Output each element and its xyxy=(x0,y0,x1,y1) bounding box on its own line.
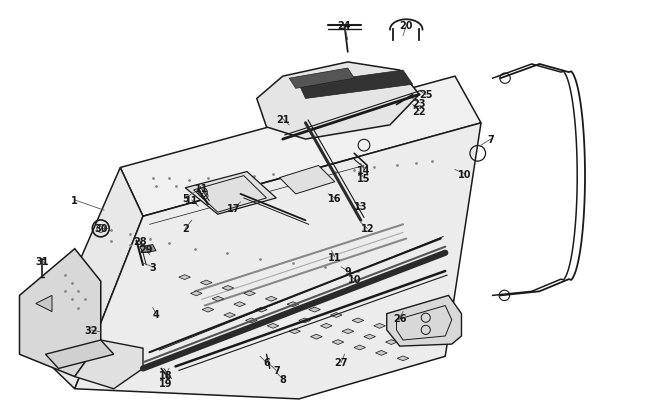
Polygon shape xyxy=(352,318,364,323)
Polygon shape xyxy=(212,296,224,301)
Polygon shape xyxy=(376,351,387,356)
Polygon shape xyxy=(257,63,419,140)
Text: 6: 6 xyxy=(263,358,270,367)
Text: 10: 10 xyxy=(348,275,361,284)
Text: 16: 16 xyxy=(328,194,341,203)
Text: 13: 13 xyxy=(354,202,367,211)
Polygon shape xyxy=(234,302,246,307)
Polygon shape xyxy=(46,340,114,369)
Polygon shape xyxy=(36,296,52,312)
Text: 26: 26 xyxy=(393,313,406,323)
Text: 1: 1 xyxy=(72,196,78,205)
Polygon shape xyxy=(299,318,311,323)
Text: 21: 21 xyxy=(276,115,289,124)
Polygon shape xyxy=(397,356,409,361)
Text: 12: 12 xyxy=(361,224,374,234)
Polygon shape xyxy=(309,307,320,312)
Polygon shape xyxy=(255,307,267,312)
Polygon shape xyxy=(289,329,300,334)
Text: 30: 30 xyxy=(94,224,107,234)
Text: 28: 28 xyxy=(133,236,146,246)
Polygon shape xyxy=(190,291,202,296)
Polygon shape xyxy=(200,280,212,285)
Text: 11: 11 xyxy=(185,196,198,205)
Text: 32: 32 xyxy=(84,325,98,335)
Polygon shape xyxy=(75,340,143,389)
Text: 25: 25 xyxy=(419,90,432,100)
Text: 7: 7 xyxy=(488,135,494,145)
Text: 24: 24 xyxy=(338,21,351,31)
Text: 5: 5 xyxy=(182,194,188,203)
Polygon shape xyxy=(267,324,279,328)
Text: 29: 29 xyxy=(140,244,153,254)
Text: 14: 14 xyxy=(358,165,370,175)
Text: 11: 11 xyxy=(328,252,341,262)
Text: 2: 2 xyxy=(182,224,188,234)
Polygon shape xyxy=(289,69,354,89)
Text: 20: 20 xyxy=(400,21,413,31)
Polygon shape xyxy=(202,307,214,312)
Polygon shape xyxy=(224,313,235,318)
Text: 10: 10 xyxy=(458,169,471,179)
Polygon shape xyxy=(332,340,344,345)
Text: 15: 15 xyxy=(358,173,370,183)
Polygon shape xyxy=(246,318,257,323)
Text: 27: 27 xyxy=(335,358,348,367)
Polygon shape xyxy=(374,324,385,328)
Text: 9: 9 xyxy=(344,266,351,276)
Text: 4: 4 xyxy=(153,309,159,319)
Polygon shape xyxy=(120,77,481,217)
Polygon shape xyxy=(140,245,156,253)
Polygon shape xyxy=(265,296,277,301)
Polygon shape xyxy=(385,340,397,345)
Polygon shape xyxy=(20,249,101,377)
Polygon shape xyxy=(311,335,322,339)
Polygon shape xyxy=(342,329,354,334)
Polygon shape xyxy=(299,71,413,99)
Text: 11: 11 xyxy=(195,183,208,193)
Polygon shape xyxy=(75,124,481,399)
Text: 22: 22 xyxy=(413,107,426,116)
Polygon shape xyxy=(39,168,143,389)
Text: 18: 18 xyxy=(159,370,172,379)
Polygon shape xyxy=(185,172,276,215)
Text: 3: 3 xyxy=(150,262,156,272)
Text: 17: 17 xyxy=(227,204,240,213)
Text: 7: 7 xyxy=(273,366,280,375)
Polygon shape xyxy=(222,286,234,291)
Polygon shape xyxy=(330,313,342,318)
Polygon shape xyxy=(179,275,190,280)
Polygon shape xyxy=(280,166,335,194)
Polygon shape xyxy=(244,291,255,296)
Polygon shape xyxy=(287,302,299,307)
Polygon shape xyxy=(364,335,376,339)
Polygon shape xyxy=(354,345,365,350)
Polygon shape xyxy=(387,296,462,346)
Text: 31: 31 xyxy=(36,256,49,266)
Text: 8: 8 xyxy=(280,374,286,384)
Text: 19: 19 xyxy=(159,378,172,388)
Polygon shape xyxy=(320,324,332,328)
Polygon shape xyxy=(277,313,289,318)
Text: 23: 23 xyxy=(413,98,426,108)
